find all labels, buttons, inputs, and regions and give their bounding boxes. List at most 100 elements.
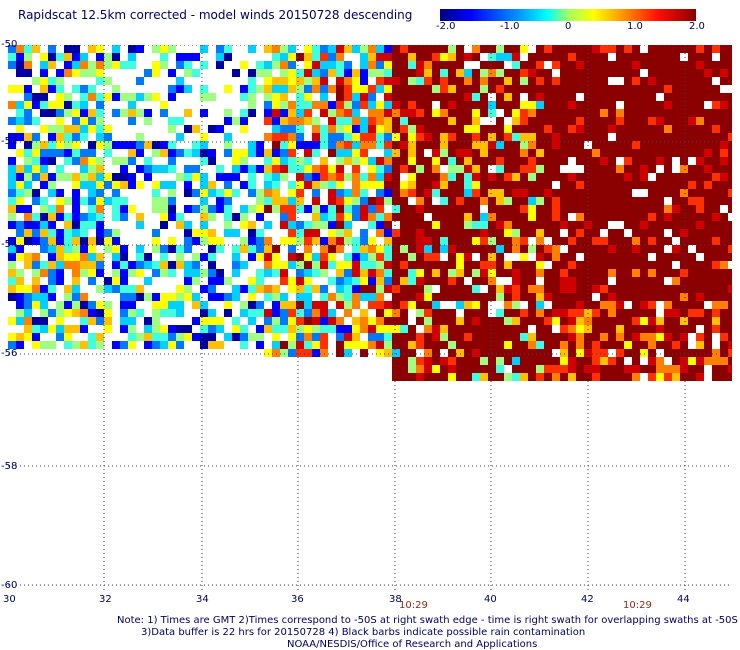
wind-cell [568,205,576,213]
wind-cell [472,341,480,349]
wind-cell [672,61,680,69]
wind-cell [40,125,48,133]
wind-cell [424,53,432,61]
wind-cell [472,85,480,93]
wind-cell [544,109,552,117]
wind-cell [624,325,632,333]
wind-cell [16,285,24,293]
wind-cell [24,141,32,149]
wind-cell [656,341,664,349]
wind-cell [464,149,472,157]
wind-cell [368,141,376,149]
wind-cell [400,229,408,237]
wind-cell [640,197,648,205]
wind-cell [392,317,400,325]
wind-cell [624,205,632,213]
wind-cell [712,357,720,365]
wind-cell [384,309,392,317]
wind-cell [512,77,520,85]
wind-cell [344,61,352,69]
wind-cell [528,213,536,221]
wind-cell [464,101,472,109]
wind-cell [64,333,72,341]
wind-cell [712,245,720,253]
wind-cell [224,117,232,125]
wind-cell [208,189,216,197]
wind-cell [448,93,456,101]
wind-cell [536,293,544,301]
wind-cell [64,325,72,333]
wind-cell [56,205,64,213]
wind-cell [144,277,152,285]
wind-cell [272,181,280,189]
wind-cell [480,109,488,117]
wind-cell [264,349,272,357]
wind-cell [720,373,728,381]
wind-cell [720,277,728,285]
wind-cell [424,293,432,301]
wind-cell [184,61,192,69]
wind-cell [664,173,672,181]
wind-cell [336,173,344,181]
wind-cell [704,269,712,277]
wind-cell [424,133,432,141]
wind-cell [80,157,88,165]
wind-cell [448,309,456,317]
wind-cell [440,197,448,205]
wind-cell [64,61,72,69]
wind-cell [576,173,584,181]
wind-cell [88,269,96,277]
wind-cell [416,237,424,245]
wind-cell [328,245,336,253]
wind-cell [168,181,176,189]
wind-cell [520,173,528,181]
wind-cell [288,133,296,141]
wind-cell [344,45,352,53]
wind-cell [248,205,256,213]
wind-cell [720,237,728,245]
wind-cell [320,77,328,85]
wind-cell [360,277,368,285]
wind-cell [88,261,96,269]
wind-cell [392,373,400,381]
wind-cell [40,181,48,189]
wind-cell [624,77,632,85]
wind-cell [576,229,584,237]
wind-cell [680,117,688,125]
wind-cell [488,189,496,197]
wind-cell [568,349,576,357]
wind-cell [336,325,344,333]
wind-cell [144,325,152,333]
wind-cell [400,133,408,141]
wind-cell [688,109,696,117]
wind-cell [216,205,224,213]
wind-cell [728,349,732,357]
wind-cell [392,349,400,357]
wind-cell [240,109,248,117]
wind-cell [576,373,584,381]
wind-cell [704,333,712,341]
wind-cell [520,237,528,245]
wind-cell [656,141,664,149]
wind-cell [648,277,656,285]
wind-cell [648,325,656,333]
wind-cell [456,205,464,213]
wind-cell [208,285,216,293]
wind-cell [592,349,600,357]
wind-cell [8,261,16,269]
wind-cell [536,253,544,261]
wind-cell [272,317,280,325]
wind-cell [568,117,576,125]
wind-cell [280,117,288,125]
wind-cell [592,213,600,221]
wind-cell [24,85,32,93]
wind-cell [440,45,448,53]
wind-cell [688,205,696,213]
wind-cell [72,253,80,261]
wind-cell [56,165,64,173]
wind-cell [624,373,632,381]
wind-cell [120,93,128,101]
wind-cell [456,45,464,53]
wind-cell [344,269,352,277]
wind-cell [592,85,600,93]
